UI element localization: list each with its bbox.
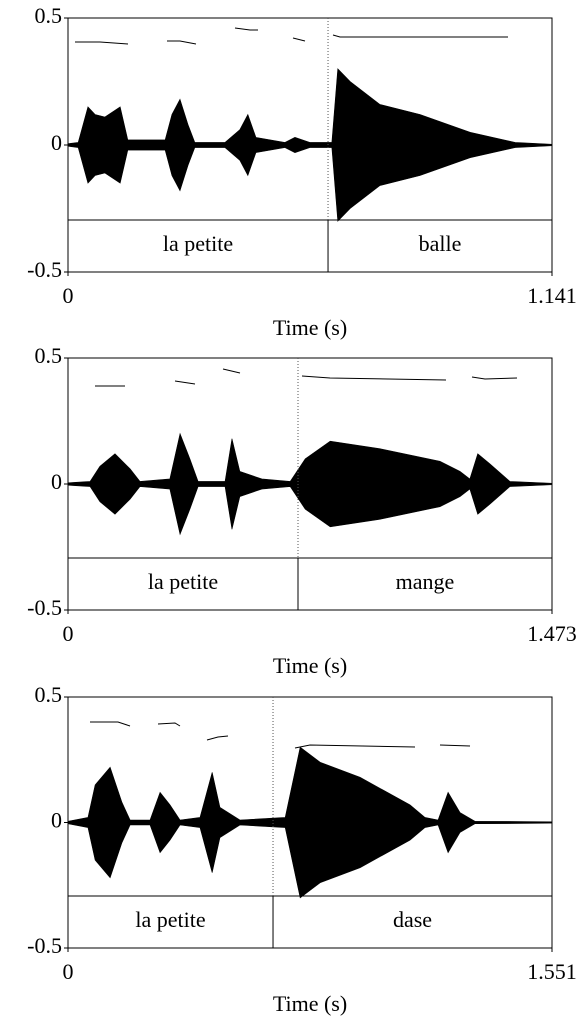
y-tick-label: -0.5: [27, 257, 62, 282]
pitch-track: [234, 27, 258, 31]
y-tick-label: 0.5: [35, 343, 63, 368]
tier-label: balle: [419, 231, 462, 256]
tier-label: la petite: [135, 907, 205, 932]
pitch-track: [301, 375, 447, 381]
x-tick-label: 1.551: [527, 959, 577, 984]
waveform: [67, 432, 553, 536]
x-axis-label: Time (s): [273, 991, 347, 1016]
tier-label: mange: [396, 569, 455, 594]
pitch-track: [439, 744, 471, 747]
tier-label: dase: [393, 907, 432, 932]
y-tick-label: -0.5: [27, 933, 62, 958]
y-tick-label: 0: [51, 130, 62, 155]
x-tick-label: 1.141: [527, 283, 577, 308]
pitch-track: [332, 34, 508, 38]
waveform: [67, 68, 553, 222]
y-tick-label: -0.5: [27, 595, 62, 620]
pitch-track: [90, 721, 131, 727]
x-axis-label: Time (s): [273, 653, 347, 678]
pitch-track: [222, 368, 241, 374]
pitch-track: [206, 735, 229, 741]
pitch-track: [157, 722, 181, 727]
pitch-track: [294, 744, 416, 749]
x-tick-label: 0: [63, 959, 74, 984]
y-tick-label: 0.5: [35, 682, 63, 707]
pitch-track: [167, 40, 197, 45]
pitch-track: [75, 41, 129, 45]
tier-label: la petite: [148, 569, 218, 594]
x-tick-label: 1.473: [527, 621, 577, 646]
pitch-track: [174, 380, 196, 385]
waveform: [67, 746, 553, 899]
y-tick-label: 0.5: [35, 3, 63, 28]
x-tick-label: 0: [63, 621, 74, 646]
x-axis-label: Time (s): [273, 315, 347, 340]
tier-label: la petite: [163, 231, 233, 256]
y-tick-label: 0: [51, 469, 62, 494]
x-tick-label: 0: [63, 283, 74, 308]
pitch-track: [292, 37, 306, 42]
y-tick-label: 0: [51, 808, 62, 833]
pitch-track: [471, 376, 518, 380]
